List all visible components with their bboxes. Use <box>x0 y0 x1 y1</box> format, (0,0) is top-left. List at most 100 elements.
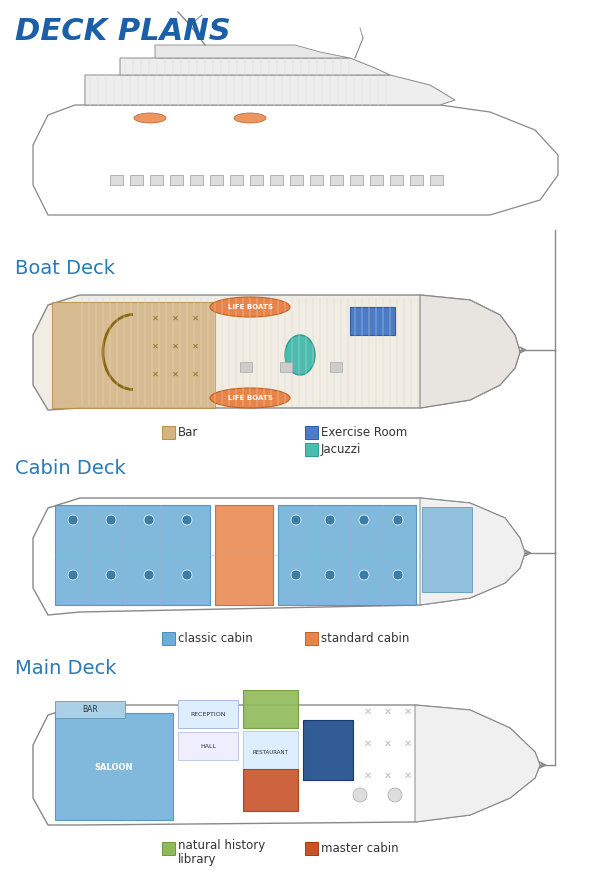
Ellipse shape <box>285 335 315 375</box>
Bar <box>110 175 123 185</box>
Bar <box>243 690 298 728</box>
Bar <box>215 505 273 605</box>
Text: ✕: ✕ <box>192 314 198 322</box>
Bar <box>210 175 223 185</box>
Text: standard cabin: standard cabin <box>321 632 409 645</box>
Polygon shape <box>33 705 540 825</box>
Text: classic cabin: classic cabin <box>178 632 253 645</box>
Circle shape <box>388 788 402 802</box>
Text: ✕: ✕ <box>384 707 392 717</box>
Ellipse shape <box>234 113 266 123</box>
Text: Cabin Deck: Cabin Deck <box>15 458 126 478</box>
Text: DECK PLANS: DECK PLANS <box>15 18 231 47</box>
Circle shape <box>325 515 335 525</box>
Bar <box>350 175 363 185</box>
Bar <box>303 720 353 780</box>
Bar <box>178 700 238 728</box>
Polygon shape <box>33 498 525 615</box>
Text: RECEPTION: RECEPTION <box>190 713 226 717</box>
Polygon shape <box>120 58 390 75</box>
Bar <box>330 175 343 185</box>
Text: ✕: ✕ <box>364 739 372 749</box>
Text: BAR: BAR <box>82 706 98 714</box>
Text: Boat Deck: Boat Deck <box>15 258 115 278</box>
Bar <box>390 175 403 185</box>
Bar <box>55 713 173 820</box>
Text: ✕: ✕ <box>384 739 392 749</box>
Text: ✕: ✕ <box>364 707 372 717</box>
Bar <box>243 731 298 769</box>
Ellipse shape <box>210 297 290 317</box>
Text: SALOON: SALOON <box>95 764 133 773</box>
Polygon shape <box>52 302 215 408</box>
Text: RESTAURANT: RESTAURANT <box>252 750 288 754</box>
Bar <box>305 842 318 855</box>
Bar <box>270 175 283 185</box>
Circle shape <box>68 570 78 580</box>
Bar <box>410 175 423 185</box>
Text: ✕: ✕ <box>152 369 159 379</box>
Bar <box>278 505 416 605</box>
Text: LIFE BOATS: LIFE BOATS <box>228 304 273 310</box>
Polygon shape <box>33 295 520 410</box>
Bar <box>170 175 183 185</box>
Bar <box>305 426 318 439</box>
Text: Bar: Bar <box>178 426 198 439</box>
Polygon shape <box>420 498 525 605</box>
Text: ✕: ✕ <box>364 771 372 781</box>
Ellipse shape <box>134 113 166 123</box>
Circle shape <box>359 570 369 580</box>
Text: ✕: ✕ <box>384 771 392 781</box>
Bar <box>330 362 342 372</box>
Circle shape <box>353 788 367 802</box>
Bar <box>162 426 175 439</box>
Text: library: library <box>178 853 217 865</box>
Bar <box>162 632 175 645</box>
Bar <box>250 175 263 185</box>
Text: ✕: ✕ <box>172 369 179 379</box>
Circle shape <box>106 570 116 580</box>
Bar <box>230 175 243 185</box>
Bar <box>55 701 125 718</box>
Bar <box>243 769 298 811</box>
Text: HALL: HALL <box>200 744 216 750</box>
Circle shape <box>182 515 192 525</box>
Text: ✕: ✕ <box>404 771 412 781</box>
Circle shape <box>291 570 301 580</box>
Text: ✕: ✕ <box>404 739 412 749</box>
Text: ✕: ✕ <box>192 369 198 379</box>
Text: ✕: ✕ <box>172 314 179 322</box>
Bar <box>280 362 292 372</box>
Bar <box>178 732 238 760</box>
Circle shape <box>359 515 369 525</box>
Bar <box>55 505 210 605</box>
Polygon shape <box>33 105 558 215</box>
Bar <box>150 175 163 185</box>
Bar <box>190 175 203 185</box>
Polygon shape <box>155 45 350 58</box>
Text: ✕: ✕ <box>172 342 179 351</box>
Bar <box>310 175 323 185</box>
Bar <box>130 175 143 185</box>
Text: ✕: ✕ <box>152 342 159 351</box>
Text: Exercise Room: Exercise Room <box>321 426 407 439</box>
Circle shape <box>325 570 335 580</box>
Text: LIFE BOATS: LIFE BOATS <box>228 395 273 401</box>
Polygon shape <box>420 295 520 408</box>
Bar <box>422 507 472 592</box>
Bar <box>290 175 303 185</box>
Bar <box>350 307 395 335</box>
Bar <box>305 443 318 456</box>
Circle shape <box>144 515 154 525</box>
Text: Main Deck: Main Deck <box>15 658 116 677</box>
Circle shape <box>393 570 403 580</box>
Bar <box>370 175 383 185</box>
Text: master cabin: master cabin <box>321 841 399 855</box>
Bar <box>430 175 443 185</box>
Circle shape <box>106 515 116 525</box>
Bar <box>162 842 175 855</box>
Text: natural history: natural history <box>178 839 266 852</box>
Polygon shape <box>85 75 455 105</box>
Text: ✕: ✕ <box>152 314 159 322</box>
Circle shape <box>68 515 78 525</box>
